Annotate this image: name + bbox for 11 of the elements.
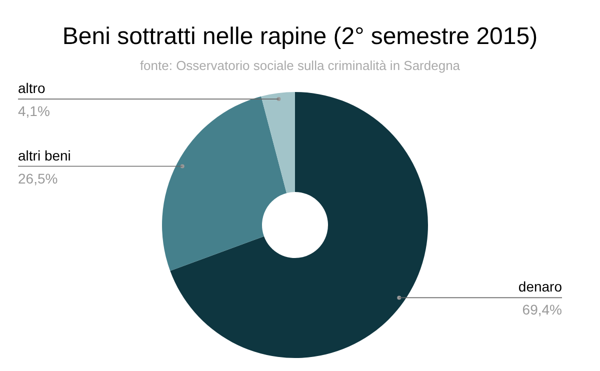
data-label: 26,5% xyxy=(18,170,58,186)
data-label: 69,4% xyxy=(522,302,562,318)
donut-slice xyxy=(261,92,295,194)
donut-slice xyxy=(170,92,428,358)
slice-label: denaro xyxy=(518,278,562,295)
slice-label: altro xyxy=(18,80,46,96)
data-label: 4,1% xyxy=(18,103,50,120)
chart-title: Beni sottratti nelle rapine (2° semestre 2015) xyxy=(62,23,538,50)
donut-slice xyxy=(162,96,287,271)
chart-subtitle: fonte: Osservatorio sociale sulla criminalità in Sardegna xyxy=(140,58,461,73)
slice-label: altri beni xyxy=(18,147,71,164)
